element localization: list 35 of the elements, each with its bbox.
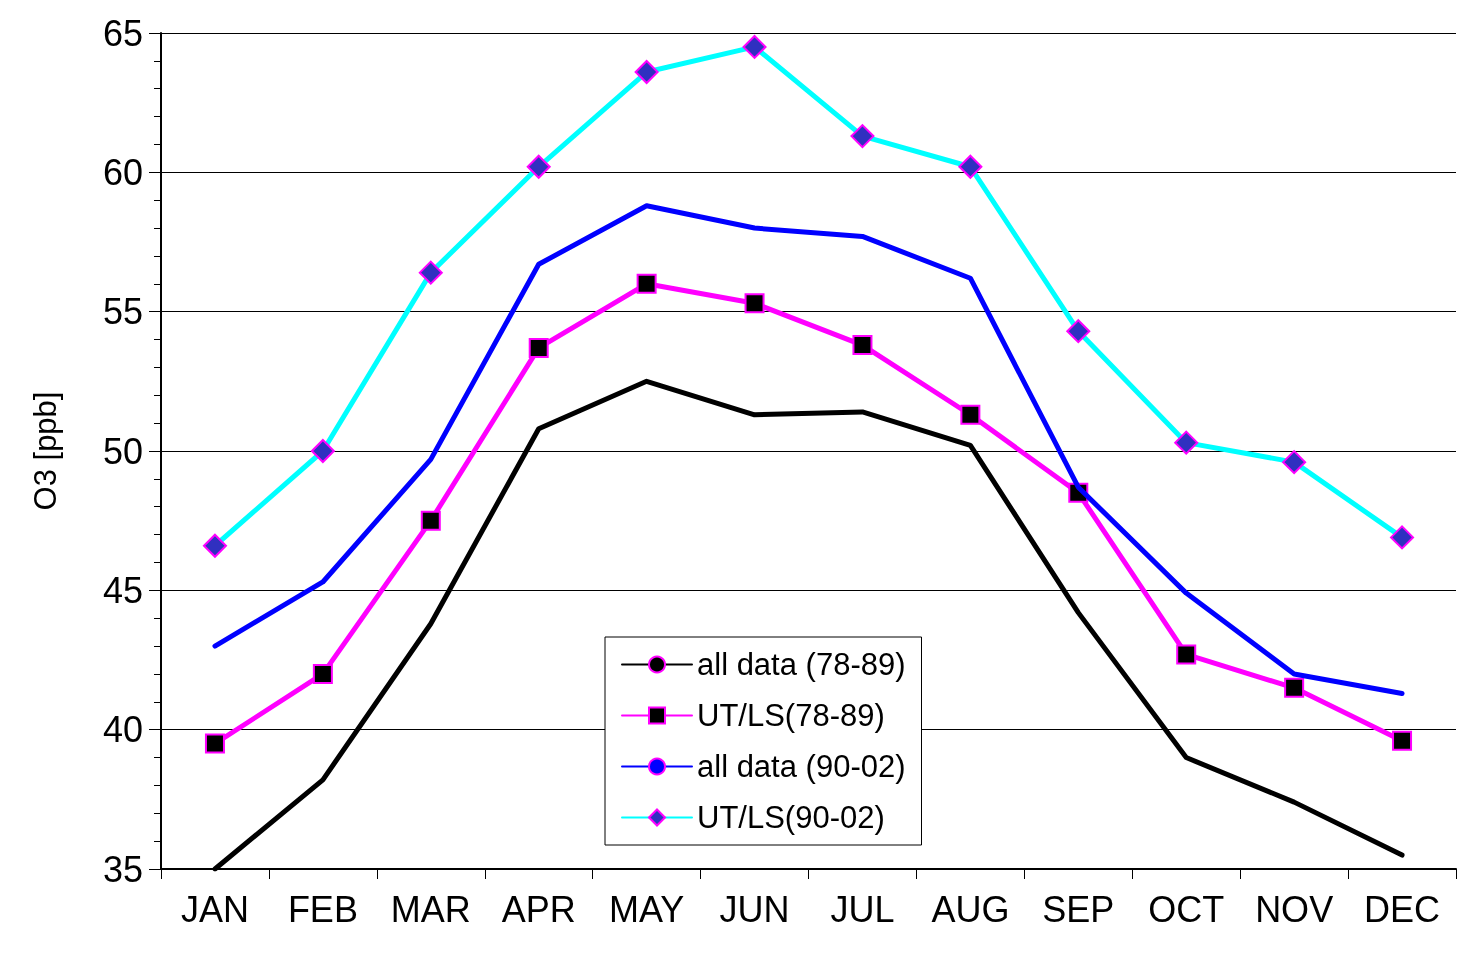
y-tick-label: 50 bbox=[102, 430, 143, 472]
y-tick-label: 60 bbox=[102, 151, 143, 193]
y-tick-label: 65 bbox=[102, 12, 143, 54]
point bbox=[420, 510, 441, 531]
x-tick-label: NOV bbox=[1255, 888, 1334, 930]
point bbox=[852, 335, 873, 356]
x-tick-label: AUG bbox=[931, 888, 1010, 930]
x-tick-label: MAY bbox=[608, 888, 685, 930]
y-tick-label: 55 bbox=[102, 291, 143, 333]
x-tick-label: JUL bbox=[830, 888, 895, 930]
x-tick-label: APR bbox=[501, 888, 576, 930]
x-tick-label: SEP bbox=[1042, 888, 1115, 930]
x-tick-label: JUN bbox=[719, 888, 790, 930]
point bbox=[744, 293, 765, 314]
point bbox=[204, 733, 225, 754]
legend-label: all data (90-02) bbox=[697, 749, 906, 784]
x-tick-label: DEC bbox=[1364, 888, 1441, 930]
legend-label: UT/LS(90-02) bbox=[697, 800, 885, 835]
point bbox=[1176, 644, 1197, 665]
point bbox=[312, 663, 333, 684]
y-tick-label: 35 bbox=[102, 848, 143, 890]
point bbox=[960, 404, 981, 425]
y-tick-label: 45 bbox=[102, 569, 143, 611]
y-axis-title: O3 [ppb] bbox=[28, 391, 63, 511]
legend-label: UT/LS(78-89) bbox=[697, 698, 885, 733]
legend-label: all data (78-89) bbox=[697, 647, 906, 682]
point bbox=[1284, 677, 1305, 698]
point bbox=[528, 337, 549, 358]
point bbox=[636, 273, 657, 294]
point bbox=[1392, 730, 1413, 751]
x-tick-label: FEB bbox=[287, 888, 358, 930]
x-tick-label: OCT bbox=[1148, 888, 1225, 930]
x-tick-label: MAR bbox=[390, 888, 471, 930]
y-tick-label: 40 bbox=[102, 709, 143, 751]
x-tick-label: JAN bbox=[180, 888, 249, 930]
